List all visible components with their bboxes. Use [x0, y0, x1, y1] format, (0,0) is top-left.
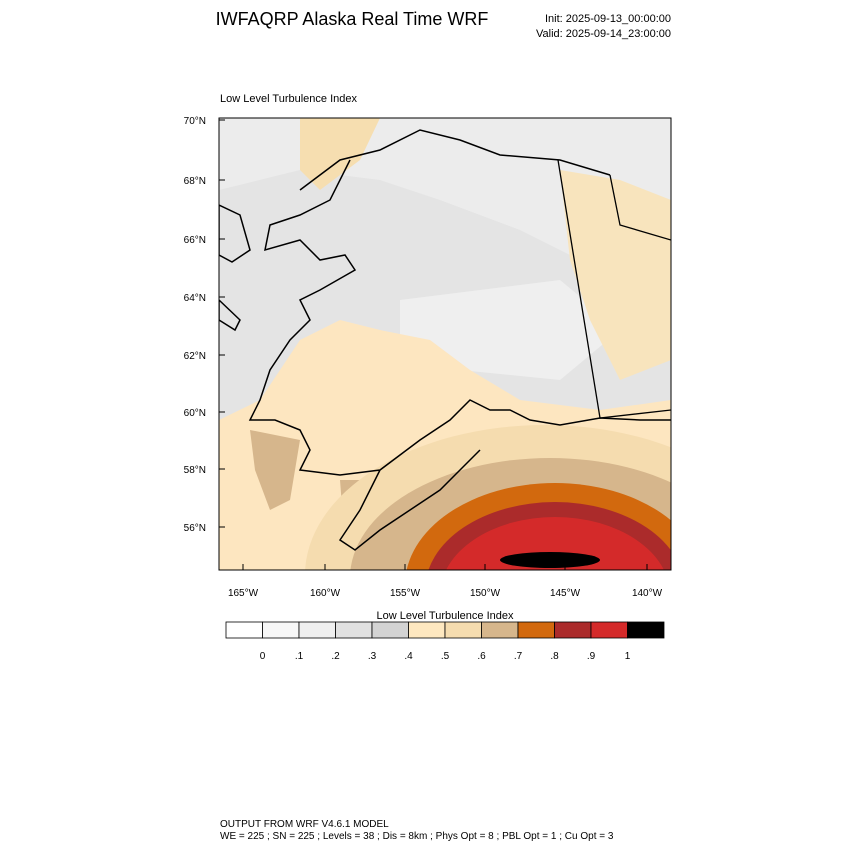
colorbar-label: .3 [368, 651, 377, 662]
lon-label: 155°W [390, 588, 421, 599]
colorbar-box [335, 621, 373, 639]
lat-label: 60°N [184, 408, 206, 419]
map-frame [218, 117, 672, 571]
map-field [219, 118, 671, 570]
colorbar-title: Low Level Turbulence Index [377, 610, 514, 622]
valid-time: Valid: 2025-09-14_23:00:00 [536, 28, 671, 40]
footer-line: OUTPUT FROM WRF V4.6.1 MODEL [220, 819, 389, 830]
colorbar-label: .6 [477, 651, 486, 662]
colorbar-box [517, 621, 555, 639]
map-title: Low Level Turbulence Index [220, 93, 357, 105]
init-time: Init: 2025-09-13_00:00:00 [545, 13, 671, 25]
colorbar-box [225, 621, 263, 639]
colorbar-box [371, 621, 409, 639]
colorbar-box [262, 621, 300, 639]
lat-label: 58°N [184, 465, 206, 476]
title: IWFAQRP Alaska Real Time WRF [216, 9, 489, 29]
colorbar-box [590, 621, 628, 639]
lat-label: 68°N [184, 176, 206, 187]
lon-label: 145°W [550, 588, 581, 599]
colorbar-label: .1 [295, 651, 304, 662]
lat-label: 56°N [184, 523, 206, 534]
lat-label: 62°N [184, 351, 206, 362]
lon-label: 140°W [632, 588, 663, 599]
colorbar-box [481, 621, 519, 639]
footer-line: WE = 225 ; SN = 225 ; Levels = 38 ; Dis … [220, 831, 614, 842]
colorbar-label: .5 [441, 651, 450, 662]
colorbar-label: 0 [260, 651, 266, 662]
lat-label: 64°N [184, 293, 206, 304]
colorbar-box [627, 621, 665, 639]
colorbar-box [554, 621, 592, 639]
colorbar-label: .9 [587, 651, 596, 662]
lon-label: 160°W [310, 588, 341, 599]
lat-label: 70°N [184, 116, 206, 127]
colorbar-label: .2 [331, 651, 340, 662]
lon-label: 165°W [228, 588, 259, 599]
colorbar-label: .8 [550, 651, 559, 662]
colorbar-label: .7 [514, 651, 523, 662]
colorbar-box [298, 621, 336, 639]
colorbar-box [444, 621, 482, 639]
colorbar-label: 1 [625, 651, 631, 662]
lat-label: 66°N [184, 235, 206, 246]
colorbar-label: .4 [404, 651, 413, 662]
lon-label: 150°W [470, 588, 501, 599]
colorbar-box [408, 621, 446, 639]
